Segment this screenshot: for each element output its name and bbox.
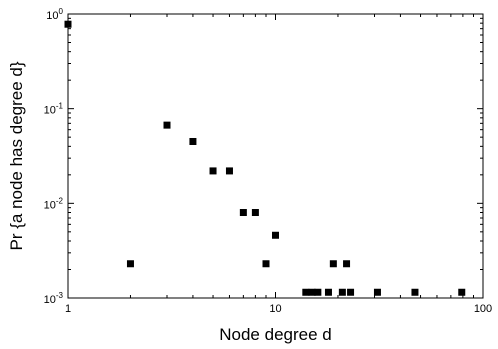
data-point <box>458 288 466 296</box>
data-point <box>373 288 381 296</box>
data-point <box>189 137 197 145</box>
y-tick-label: 10-2 <box>44 196 64 211</box>
data-point <box>272 231 279 239</box>
data-point <box>343 260 351 268</box>
minor-tick-marks <box>68 14 483 298</box>
y-axis-tick-labels: 10-3 10-2 10-1 100 <box>44 7 64 306</box>
data-point <box>302 288 310 296</box>
y-axis-label: Pr {a node has degree d} <box>7 61 26 250</box>
data-point <box>338 288 346 296</box>
x-axis-tick-labels: 1 10 100 <box>65 303 492 315</box>
data-point <box>163 121 171 129</box>
data-point <box>347 288 355 296</box>
plot-area-frame <box>67 13 484 299</box>
data-point <box>64 20 72 28</box>
x-tick-label: 1 <box>65 303 71 315</box>
data-point <box>324 288 332 296</box>
data-point <box>329 260 337 268</box>
data-point <box>225 167 233 175</box>
data-point <box>308 288 316 296</box>
x-tick-label: 10 <box>269 303 281 315</box>
data-points <box>64 20 466 296</box>
y-tick-label: 100 <box>46 7 63 22</box>
data-point <box>251 209 259 217</box>
major-tick-marks <box>67 13 484 299</box>
data-point <box>411 288 419 296</box>
x-axis-label: Node degree d <box>219 325 331 344</box>
data-point <box>314 288 322 296</box>
y-tick-label: 10-1 <box>44 102 64 117</box>
data-point <box>262 260 270 268</box>
data-point <box>239 209 247 217</box>
x-tick-label: 100 <box>474 303 492 315</box>
data-point <box>126 260 134 268</box>
y-tick-label: 10-3 <box>44 291 64 306</box>
data-point <box>209 167 217 175</box>
